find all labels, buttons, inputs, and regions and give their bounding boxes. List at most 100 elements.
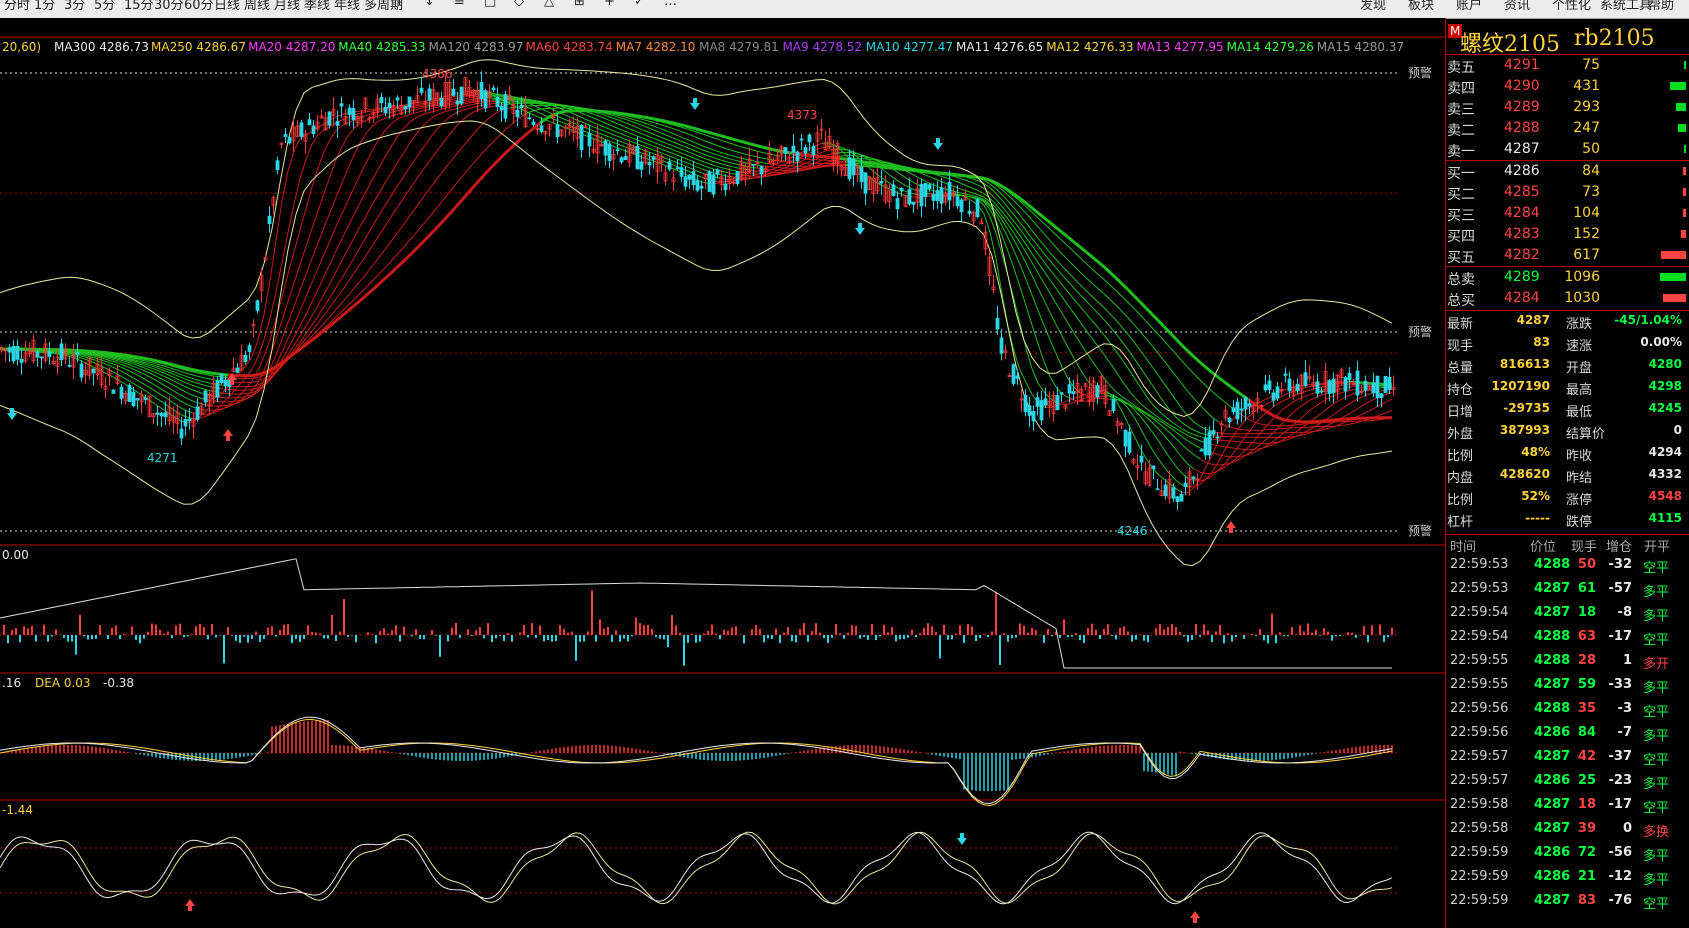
separator (1446, 266, 1689, 267)
toolbar-tool-20[interactable]: + (604, 0, 615, 9)
menu-5[interactable]: 系统工具 (1600, 0, 1653, 13)
candle-body (1379, 393, 1384, 398)
asks-volume: 247 (1573, 120, 1600, 136)
ma-line (359, 294, 367, 302)
tick-hand: 59 (1577, 677, 1596, 692)
ma-line (161, 360, 169, 365)
ma-line (1168, 331, 1178, 341)
candle-body (107, 369, 112, 376)
toolbar-tool-16[interactable]: □ (484, 0, 497, 9)
ma-line (1337, 424, 1345, 427)
ma-line (665, 119, 673, 125)
menu-4[interactable]: 个性化 (1552, 0, 1592, 13)
toolbar-tool-11[interactable]: 年线 (334, 0, 361, 13)
ma-line (1115, 333, 1123, 342)
ma-label: MA13 4277.95 (1136, 40, 1223, 54)
chart-area[interactable]: 预警 预警 预警 20,60) MA300 4286.73 MA250 4286.67 MA… (0, 18, 1445, 928)
menu-3[interactable]: 资讯 (1504, 0, 1531, 13)
toolbar-tool-8[interactable]: 周线 (244, 0, 271, 13)
toolbar-tool-5[interactable]: 30分 (154, 0, 184, 13)
candle-body (455, 100, 460, 105)
ma-line (1061, 335, 1069, 348)
ma-line (371, 216, 379, 228)
candle-body (959, 199, 964, 213)
ma-line (959, 173, 967, 178)
ma-line (365, 150, 373, 164)
toolbar-tool-22[interactable]: … (664, 0, 677, 9)
ma-line (1097, 288, 1105, 295)
toolbar-tool-15[interactable]: ≡ (454, 0, 465, 9)
tick-oi: -37 (1608, 749, 1633, 764)
toolbar-tool-9[interactable]: 月线 (274, 0, 301, 13)
ma-line (881, 160, 889, 164)
menu-2[interactable]: 账户 (1456, 0, 1483, 13)
toolbar-tool-1[interactable]: 1分 (34, 0, 56, 13)
ma-line (275, 361, 283, 368)
toolbar-tool-4[interactable]: 15分 (124, 0, 154, 13)
candle-body (1227, 417, 1232, 423)
toolbar-tool-19[interactable]: ⊞ (574, 0, 585, 9)
candle-body (299, 122, 304, 137)
ma-line (701, 156, 709, 161)
menu-0[interactable]: 发现 (1360, 0, 1387, 13)
ma-line (1061, 240, 1069, 247)
ma-line (989, 178, 997, 185)
toolbar-tool-6[interactable]: 60分 (184, 0, 214, 13)
candle-body (27, 350, 32, 355)
ticks-header-hand: 现手 (1571, 540, 1598, 555)
ma-line (149, 357, 157, 363)
tick-row: 22:59:59 4286 72 -56 多平 (1446, 844, 1689, 865)
ma-line (347, 299, 355, 306)
ma-line (719, 151, 727, 155)
ma-line (1049, 221, 1057, 229)
tick-time: 22:59:54 (1450, 605, 1509, 620)
tick-type: 空平 (1643, 561, 1670, 576)
tick-type: 多平 (1643, 681, 1670, 696)
ma-line (983, 213, 991, 233)
ma-line (611, 114, 619, 118)
toolbar-tool-21[interactable]: ✓ (634, 0, 645, 9)
toolbar-tool-7[interactable]: 日线 (214, 0, 241, 13)
ma-line (179, 368, 187, 371)
candle-body (311, 125, 316, 135)
candle-body (319, 115, 324, 119)
ma-line (395, 200, 403, 210)
ma-line (143, 370, 151, 374)
asks-volume: 293 (1573, 99, 1600, 115)
ma-line (1115, 290, 1123, 297)
ma-line (179, 370, 187, 374)
ma-line (1103, 334, 1111, 344)
ma-line (659, 151, 667, 156)
signal-arrow-icon (690, 98, 700, 110)
toolbar-tool-10[interactable]: 季线 (304, 0, 331, 13)
ma-line (407, 112, 415, 116)
toolbar-tool-12[interactable]: 多周期 (364, 0, 404, 13)
ma-line (161, 374, 169, 379)
ma-line (1043, 223, 1051, 230)
candle-body (711, 174, 716, 195)
menu-1[interactable]: 板块 (1408, 0, 1435, 13)
candle-body (507, 95, 512, 100)
ma-line (701, 168, 709, 172)
toolbar-tool-17[interactable]: ◇ (514, 0, 524, 9)
ma-line (425, 135, 433, 145)
ma-line (185, 397, 193, 402)
toolbar-tool-13[interactable]: ↑ (394, 0, 405, 9)
ma-line (263, 318, 271, 340)
toolbar-tool-3[interactable]: 5分 (94, 0, 116, 13)
ma-line (1055, 246, 1063, 255)
toolbar-tool-18[interactable]: △ (544, 0, 554, 9)
ma-line (653, 129, 661, 134)
toolbar-tool-14[interactable]: ↓ (424, 0, 435, 9)
ma-line (1037, 262, 1045, 272)
ma-line (635, 114, 643, 119)
candle-body (307, 119, 312, 126)
toolbar-tool-2[interactable]: 3分 (64, 0, 86, 13)
candle-body (999, 337, 1004, 354)
toolbar-tool-0[interactable]: 分时 (4, 0, 31, 13)
menu-6[interactable]: 帮助 (1648, 0, 1675, 13)
ma-line (221, 397, 229, 405)
ma-line (683, 149, 691, 154)
ma-line (1085, 313, 1093, 321)
